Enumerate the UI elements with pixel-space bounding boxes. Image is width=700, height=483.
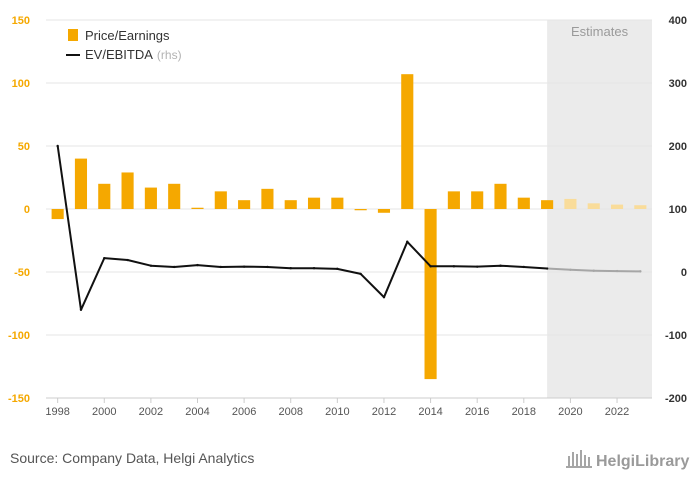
bar-pe-2007	[261, 188, 274, 209]
estimates-label: Estimates	[571, 24, 629, 39]
point-ev-1999	[79, 308, 83, 311]
point-ev-2005	[219, 265, 223, 269]
y-left-tick--50: -50	[14, 267, 30, 279]
bar-pe-2022	[610, 204, 624, 209]
bar-pe-2011	[354, 209, 367, 211]
point-ev-2011	[359, 272, 362, 276]
point-ev-2015	[452, 265, 456, 268]
bar-pe-2010	[331, 197, 344, 209]
y-right-tick--200: -200	[665, 393, 687, 405]
x-tick-2006: 2006	[232, 406, 256, 418]
point-ev-2021	[592, 269, 595, 272]
point-ev-2007	[266, 265, 269, 269]
point-ev-2009	[312, 267, 316, 270]
bar-pe-2014	[424, 209, 437, 380]
bar-pe-2001	[121, 172, 134, 209]
y-left-tick--150: -150	[8, 393, 30, 405]
point-ev-2002	[149, 264, 153, 267]
bar-pe-2005	[214, 191, 227, 209]
bar-pe-2002	[144, 187, 157, 209]
point-ev-2014	[429, 265, 432, 268]
point-ev-2008	[289, 267, 292, 270]
bar-pe-2009	[307, 197, 321, 209]
point-ev-2016	[475, 265, 479, 268]
brand-text: HelgiLibrary	[596, 453, 689, 470]
y-left-tick-100: 100	[12, 78, 30, 90]
legend-swatch-pe	[68, 29, 78, 41]
y-right-tick-300: 300	[669, 78, 687, 90]
point-ev-2023	[639, 270, 642, 273]
x-tick-2016: 2016	[465, 406, 489, 418]
point-ev-2019	[545, 267, 549, 270]
legend-label-pe: Price/Earnings	[85, 28, 170, 43]
bar-pe-2004	[191, 207, 204, 209]
x-tick-2012: 2012	[372, 406, 396, 418]
y-left-tick--100: -100	[8, 330, 30, 342]
point-ev-2018	[522, 265, 526, 269]
bar-pe-2003	[168, 183, 181, 209]
bar-pe-1998	[51, 209, 64, 220]
bar-pe-1999	[74, 158, 88, 209]
bar-pe-2017	[494, 183, 507, 209]
point-ev-2004	[196, 263, 199, 267]
point-ev-1998	[56, 144, 59, 148]
point-ev-2006	[242, 265, 246, 268]
y-left-tick-0: 0	[24, 204, 30, 216]
bar-pe-2015	[447, 191, 460, 209]
bar-pe-2019	[541, 200, 554, 209]
x-tick-2010: 2010	[325, 406, 349, 418]
x-tick-2008: 2008	[278, 406, 302, 418]
bar-pe-2000	[98, 183, 111, 209]
bar-pe-2012	[377, 209, 391, 213]
legend-label-ev-suffix: (rhs)	[157, 48, 182, 62]
y-left-tick-150: 150	[12, 15, 30, 27]
point-ev-2010	[336, 267, 339, 271]
y-right-tick-200: 200	[669, 141, 687, 153]
y-right-tick-100: 100	[669, 204, 687, 216]
bar-pe-2018	[517, 197, 530, 209]
bar-pe-2013	[401, 74, 414, 210]
point-ev-2000	[103, 256, 106, 260]
y-right-tick-400: 400	[669, 15, 687, 27]
bar-pe-2021	[587, 203, 600, 209]
x-tick-2018: 2018	[512, 406, 536, 418]
point-ev-2013	[406, 240, 409, 243]
point-ev-2022	[615, 269, 619, 273]
x-tick-2020: 2020	[558, 406, 582, 418]
point-ev-2012	[382, 296, 386, 299]
x-tick-1998: 1998	[45, 406, 69, 418]
point-ev-2020	[569, 268, 572, 271]
bar-pe-2006	[238, 200, 251, 209]
helgi-logo-icon	[566, 450, 592, 468]
source-text: Source: Company Data, Helgi Analytics	[10, 450, 254, 466]
y-left-tick-50: 50	[18, 141, 30, 153]
point-ev-2001	[126, 258, 129, 262]
point-ev-2017	[499, 264, 502, 267]
bar-pe-2023	[634, 205, 647, 209]
x-tick-2022: 2022	[605, 406, 629, 418]
y-right-tick-0: 0	[681, 267, 687, 279]
x-tick-2004: 2004	[185, 406, 209, 418]
y-right-tick--100: -100	[665, 330, 687, 342]
line-ev-actual	[56, 145, 548, 311]
point-ev-2003	[172, 265, 176, 269]
bar-pe-2020	[564, 198, 577, 209]
legend-label-ev-name: EV/EBITDA	[85, 47, 153, 62]
x-tick-2014: 2014	[418, 406, 442, 418]
helgi-logo: HelgiLibrary	[566, 450, 689, 470]
x-tick-2002: 2002	[139, 406, 163, 418]
x-tick-2000: 2000	[92, 406, 116, 418]
bar-pe-2016	[471, 191, 484, 209]
bar-pe-2008	[284, 200, 297, 209]
legend-label-ev: EV/EBITDA (rhs)	[85, 47, 182, 62]
